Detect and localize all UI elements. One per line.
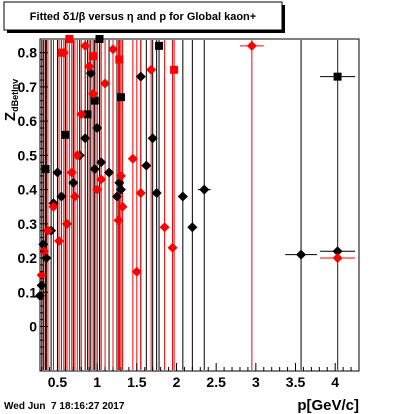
y-tick-label: 0.3 xyxy=(18,216,38,232)
data-point-diamond-0-28 xyxy=(332,246,343,257)
data-point-diamond-2-9 xyxy=(72,150,83,161)
data-point-square-3-0 xyxy=(57,48,66,57)
data-point-diamond-2-13 xyxy=(88,88,99,99)
data-point-square-3-4 xyxy=(170,65,179,74)
data-point-diamond-0-20 xyxy=(135,71,146,82)
y-tick-label: 0.8 xyxy=(18,45,38,61)
data-point-diamond-2-24 xyxy=(146,64,157,75)
data-point-square-1-5 xyxy=(116,93,125,102)
y-tick-label: 0.5 xyxy=(18,147,38,163)
data-point-square-1-7 xyxy=(333,72,342,81)
data-point-diamond-2-19 xyxy=(115,170,126,181)
x-tick-label: 4 xyxy=(331,374,339,390)
data-point-diamond-2-18 xyxy=(113,215,124,226)
y-tick-label: 0.2 xyxy=(18,250,38,266)
y-tick-label: 0.6 xyxy=(18,113,38,129)
data-point-diamond-2-11 xyxy=(80,40,91,51)
data-point-diamond-2-21 xyxy=(127,153,138,164)
data-point-diamond-0-12 xyxy=(85,68,96,79)
data-point-diamond-2-16 xyxy=(100,78,111,89)
data-point-diamond-0-17 xyxy=(111,191,122,202)
data-point-diamond-2-12 xyxy=(84,61,95,72)
y-axis-title-main: Z xyxy=(2,112,19,121)
data-point-diamond-0-14 xyxy=(92,122,103,133)
data-point-diamond-0-0 xyxy=(35,290,45,301)
data-point-diamond-2-2 xyxy=(42,225,53,236)
data-point-square-1-3 xyxy=(90,96,99,105)
data-point-square-3-2 xyxy=(89,52,98,61)
data-point-diamond-0-24 xyxy=(177,191,188,202)
data-point-diamond-2-8 xyxy=(69,191,80,202)
data-point-diamond-2-26 xyxy=(167,242,178,253)
data-point-diamond-0-18 xyxy=(114,177,125,188)
data-point-diamond-0-25 xyxy=(187,222,198,233)
y-tick-label: 0.4 xyxy=(18,182,38,198)
data-point-diamond-0-23 xyxy=(151,188,162,199)
markers xyxy=(35,35,343,301)
data-point-diamond-2-22 xyxy=(131,266,142,277)
data-point-square-1-1 xyxy=(61,130,70,139)
data-point-diamond-2-14 xyxy=(92,184,103,195)
data-point-diamond-2-28 xyxy=(332,253,343,264)
data-point-diamond-2-10 xyxy=(76,109,87,120)
data-point-diamond-2-27 xyxy=(246,40,257,51)
x-tick-label: 3.5 xyxy=(286,374,306,390)
data-point-diamond-0-26 xyxy=(199,184,210,195)
data-point-square-3-1 xyxy=(65,35,74,43)
y-tick-label: 0 xyxy=(29,319,37,335)
data-point-diamond-2-7 xyxy=(66,167,77,178)
x-tick-label: 0.5 xyxy=(48,374,68,390)
data-point-diamond-2-15 xyxy=(96,174,107,185)
data-point-square-1-4 xyxy=(95,35,104,43)
title-box: Fitted δ1/β versus η and p for Global ka… xyxy=(3,1,285,33)
data-point-diamond-0-7 xyxy=(56,191,67,202)
data-point-diamond-0-22 xyxy=(147,133,158,144)
data-point-diamond-0-19 xyxy=(115,184,126,195)
data-point-diamond-0-15 xyxy=(96,157,107,168)
y-axis-title: ZdBetInv xyxy=(2,79,20,121)
data-point-square-1-6 xyxy=(155,41,164,50)
data-point-diamond-2-25 xyxy=(159,222,170,233)
data-point-square-3-3 xyxy=(115,55,124,64)
data-point-diamond-0-6 xyxy=(52,167,63,178)
data-point-diamond-2-3 xyxy=(48,201,59,212)
x-tick-label: 2.5 xyxy=(206,374,226,390)
data-point-diamond-2-23 xyxy=(135,188,146,199)
y-tick-label: 0.7 xyxy=(18,79,38,95)
data-point-diamond-2-4 xyxy=(54,235,65,246)
x-tick-label: 3 xyxy=(252,374,260,390)
data-point-square-1-2 xyxy=(83,110,92,119)
x-tick-label: 1.5 xyxy=(127,374,147,390)
data-point-diamond-2-0 xyxy=(36,270,47,281)
data-point-diamond-2-17 xyxy=(108,44,119,55)
x-axis-title: p[GeV/c] xyxy=(297,397,359,414)
data-point-diamond-0-16 xyxy=(104,167,115,178)
data-point-square-1-0 xyxy=(41,165,50,174)
y-tick-label: 0.1 xyxy=(18,284,38,300)
data-point-diamond-2-6 xyxy=(61,218,72,229)
x-tick-label: 2 xyxy=(173,374,181,390)
data-point-diamond-0-9 xyxy=(68,177,79,188)
y-axis-title-subscript: dBetInv xyxy=(10,79,20,112)
data-point-diamond-0-27 xyxy=(296,249,307,260)
data-point-diamond-2-20 xyxy=(117,201,128,212)
title-box-frame xyxy=(3,1,283,31)
plot-area: 0.5 1 1.5 2 2.5 3 3.5 4 0 0.1 0.2 0.3 0.4 0.5 0.6 0.7 0.… xyxy=(18,35,360,390)
x-axis: 0.5 1 1.5 2 2.5 3 3.5 4 xyxy=(41,363,352,390)
chart-title: Fitted δ1/β versus η and p for Global ka… xyxy=(30,11,256,23)
data-point-diamond-0-13 xyxy=(89,164,100,175)
y-axis-title-text: ZdBetInv xyxy=(2,79,20,121)
y-axis: 0 0.1 0.2 0.3 0.4 0.5 0.6 0.7 0.8 xyxy=(18,45,48,355)
data-point-diamond-0-11 xyxy=(80,133,91,144)
x-tick-label: 1 xyxy=(93,374,101,390)
data-point-diamond-0-21 xyxy=(141,160,152,171)
footer-timestamp: Wed Jun 7 18:16:27 2017 xyxy=(4,401,125,412)
